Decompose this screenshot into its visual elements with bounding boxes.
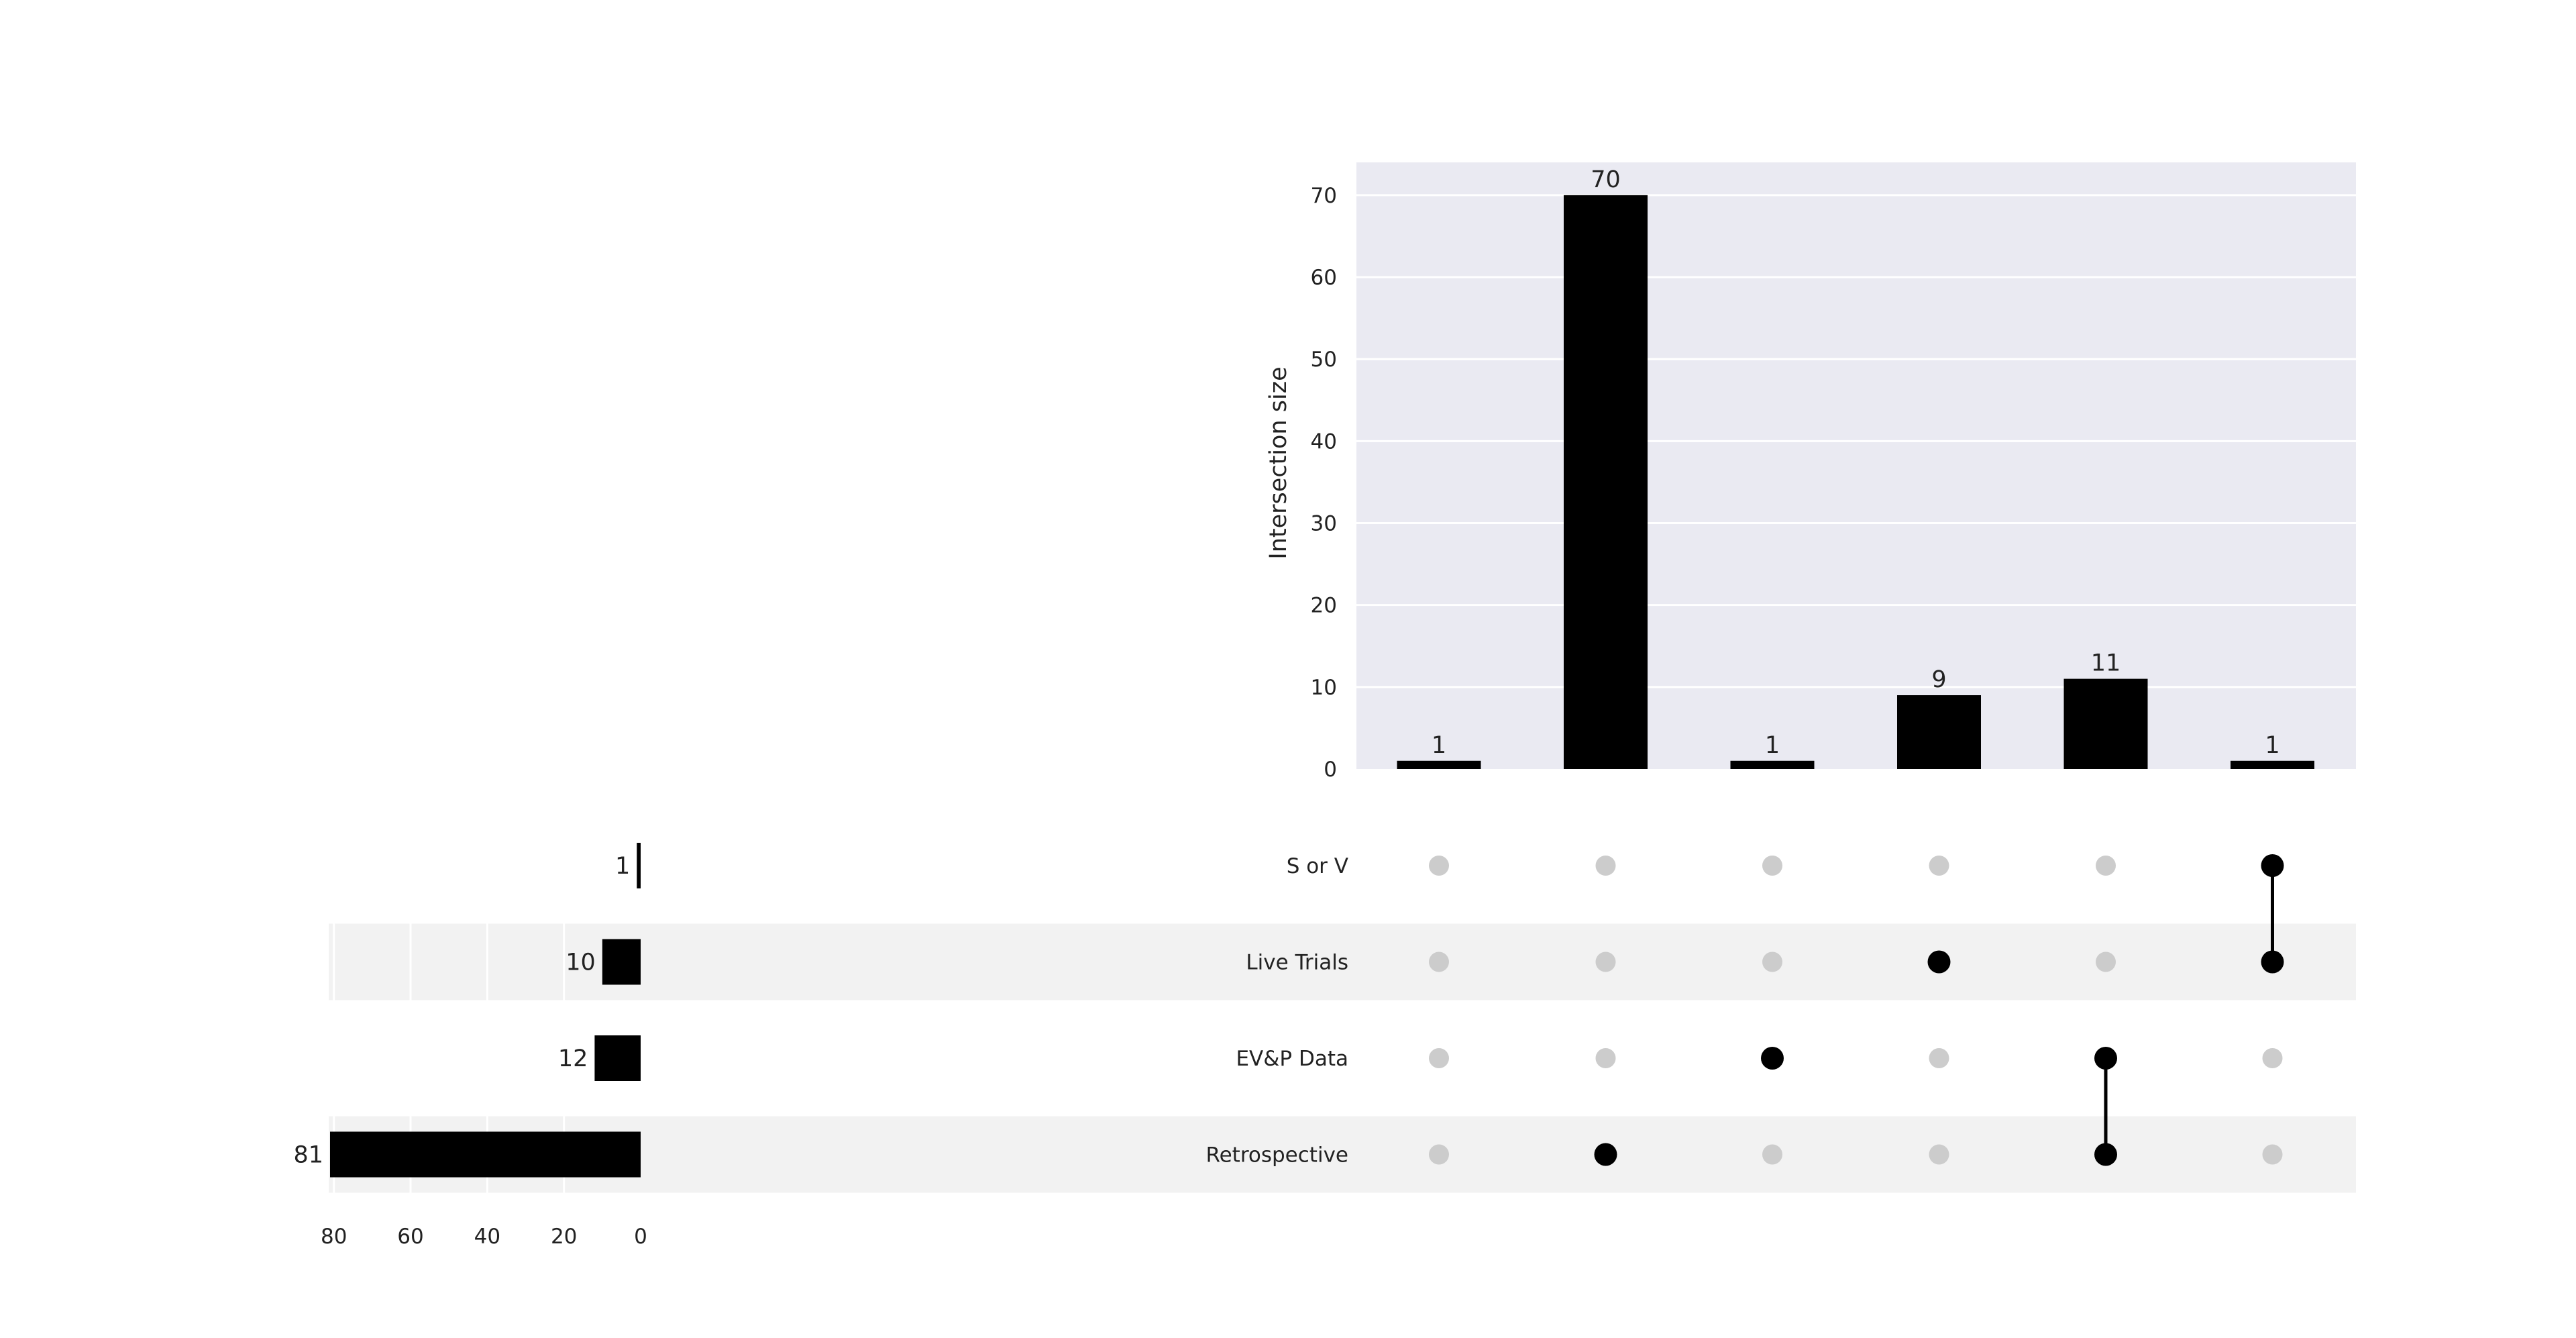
set-size-bar [594,1035,641,1081]
intersection-bars [1397,195,2314,769]
matrix-dot-inactive [1762,856,1782,876]
matrix-dot-active [1761,1047,1784,1070]
matrix-dot-inactive [1595,1048,1616,1068]
matrix-dot-inactive [1929,1144,1949,1165]
set-label: Retrospective [1205,1143,1348,1168]
matrix-dot-active [2094,1047,2117,1070]
matrix-dot-inactive [1429,1144,1449,1165]
intersection-bar-value: 1 [2265,732,2279,759]
set-labels: S or V Live Trials EV&P Data Retrospective [1205,854,1348,1168]
intersection-plot-background [1356,162,2356,769]
matrix-dot-inactive [2096,856,2116,876]
set-label: EV&P Data [1236,1047,1348,1071]
set-size-value: 10 [566,949,596,976]
intersection-y-tick-label: 40 [1311,429,1337,454]
intersection-bar-value: 70 [1591,166,1621,193]
matrix-connector-lines [2104,866,2274,1155]
intersection-y-tick-label: 30 [1311,512,1337,536]
matrix-dot-inactive [2262,1048,2283,1068]
intersection-bar [1897,695,1981,769]
matrix-dot-inactive [1929,856,1949,876]
matrix-dot-inactive [1929,1048,1949,1068]
matrix-dot-active [1927,950,1951,974]
set-size-tick-label: 0 [634,1225,647,1249]
matrix-row-shade [329,923,2356,1000]
intersection-y-tick-label: 50 [1311,348,1337,372]
matrix-dot-active [2261,950,2284,974]
set-size-x-ticks: 80 60 40 20 0 [321,1225,647,1249]
matrix-dot-inactive [2096,951,2116,972]
set-size-bars [330,843,641,1178]
set-size-value: 1 [615,853,630,880]
intersection-bar-value: 1 [1432,732,1446,759]
intersection-bar-panel [1356,162,2356,769]
set-label: Live Trials [1246,951,1348,975]
intersection-y-tick-label: 60 [1311,266,1337,290]
intersection-y-tick-label: 0 [1324,758,1337,782]
matrix-dot-active [2261,854,2284,877]
matrix-dots [1429,854,2284,1166]
set-size-value: 12 [558,1045,588,1072]
intersection-size-axis-title: Intersection size [1265,366,1292,559]
set-size-tick-label: 20 [551,1225,577,1249]
matrix-dot-inactive [1429,1048,1449,1068]
set-size-tick-label: 80 [321,1225,347,1249]
set-size-tick-label: 60 [397,1225,423,1249]
set-label: S or V [1287,854,1348,878]
intersection-bar [2231,760,2314,769]
matrix-row-shade [329,1116,2356,1193]
matrix-dot-inactive [1595,856,1616,876]
matrix-row-shading [329,923,2356,1193]
matrix-dot-inactive [1762,1144,1782,1165]
set-size-bar [637,843,641,888]
intersection-bar [1730,760,1815,769]
intersection-bar [1397,760,1481,769]
intersection-bar [1564,195,1648,769]
matrix-dot-inactive [1595,951,1616,972]
intersection-bar [2063,678,2148,769]
matrix-dot-inactive [2262,1144,2283,1165]
intersection-bar-value: 1 [1765,732,1780,759]
intersection-y-tick-label: 70 [1311,184,1337,208]
intersection-y-tick-label: 20 [1311,594,1337,618]
matrix-dot-inactive [1429,951,1449,972]
set-size-bar-labels: 1 10 12 81 [293,853,630,1169]
intersection-bar-value: 9 [1931,666,1946,693]
intersection-y-ticks: 0 10 20 30 40 50 60 70 [1311,184,1337,782]
matrix-dot-active [2094,1143,2117,1166]
intersection-y-tick-label: 10 [1311,676,1337,700]
set-size-bar [602,939,641,985]
set-size-value: 81 [293,1142,323,1169]
intersection-bar-value: 11 [2091,650,2121,677]
set-size-tick-label: 40 [474,1225,500,1249]
matrix-dot-inactive [1429,856,1449,876]
matrix-dot-active [1594,1143,1617,1166]
set-size-bar [330,1131,641,1178]
matrix-dot-inactive [1762,951,1782,972]
